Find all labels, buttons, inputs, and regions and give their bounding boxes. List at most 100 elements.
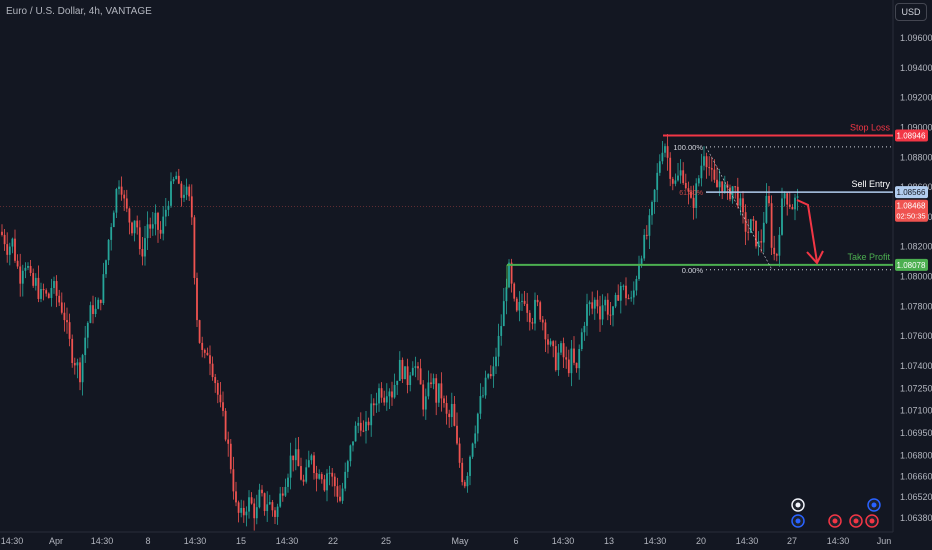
candle-body [222, 402, 224, 411]
candle-body [489, 374, 492, 377]
candle-body [253, 503, 256, 519]
candle-body [328, 472, 331, 474]
candle-body [573, 348, 575, 363]
candle-body [635, 279, 638, 291]
candle-body [214, 377, 217, 384]
candle-body [336, 486, 339, 497]
candle-body [404, 366, 406, 380]
candle-body [528, 312, 531, 323]
candle-body [320, 474, 323, 480]
candle-body [89, 305, 92, 323]
candle-body [245, 511, 248, 516]
candle-body [1, 231, 3, 235]
candle-body [671, 178, 674, 184]
candle-body [40, 289, 42, 299]
candle-body [63, 312, 66, 321]
candle-body [310, 455, 313, 461]
candle-body [786, 193, 789, 205]
candle-body [479, 396, 482, 414]
stop-loss-price: 1.08946 [897, 131, 926, 140]
candle-countdown: 02:50:35 [896, 212, 925, 221]
candle-body [570, 348, 573, 374]
candle-body [794, 197, 796, 210]
economic-event-icon-dot [795, 502, 801, 508]
x-tick-label: 14:30 [184, 536, 207, 546]
sell-entry-price-tag [895, 186, 928, 199]
candle-body [240, 507, 243, 513]
candle-body [630, 297, 633, 299]
candle-body [378, 388, 380, 404]
candle-body [190, 196, 193, 218]
candle-body [102, 274, 105, 304]
candle-body [372, 403, 375, 406]
x-tick-label: 6 [513, 536, 518, 546]
candle-body [34, 277, 37, 286]
candle-body [326, 473, 328, 491]
candle-body [510, 262, 513, 284]
candle-body [250, 497, 253, 504]
candle-body [37, 277, 40, 299]
candle-body [201, 342, 204, 350]
candle-body [289, 455, 292, 478]
economic-event-icon-dot [869, 518, 875, 524]
candle-body [68, 322, 71, 339]
candle-body [716, 179, 718, 188]
candle-body [84, 337, 87, 356]
candle-body [3, 234, 6, 245]
candle-body [788, 204, 791, 207]
candle-body [149, 224, 152, 229]
candle-body [505, 287, 508, 302]
currency-button[interactable]: USD [895, 3, 927, 21]
candle-body [380, 388, 383, 398]
candle-body [627, 298, 630, 300]
candle-body [120, 186, 123, 195]
candle-body [193, 217, 196, 278]
candle-body [609, 314, 612, 316]
candle-body [388, 391, 391, 397]
economic-event-icon-dot [853, 518, 859, 524]
candle-body [742, 198, 744, 213]
candle-body [318, 474, 321, 479]
candle-body [549, 341, 552, 345]
candle-body [302, 479, 305, 482]
candle-body [284, 486, 287, 496]
x-tick-label: 14:30 [644, 536, 667, 546]
candle-body [554, 346, 557, 371]
candle-body [515, 298, 518, 311]
candle-body [684, 182, 687, 189]
candle-body [138, 227, 141, 250]
candle-body [437, 383, 440, 403]
candle-body [180, 183, 183, 198]
candle-body [682, 170, 685, 183]
x-tick-label: 22 [328, 536, 338, 546]
candle-body [27, 265, 29, 268]
candle-body [229, 443, 232, 470]
candle-body [362, 430, 365, 432]
candle-body [401, 359, 404, 380]
candle-body [346, 461, 349, 472]
y-tick-label: 1.09600 [900, 33, 932, 43]
candle-body [604, 299, 607, 306]
candle-body [185, 186, 188, 195]
candle-body [58, 295, 61, 303]
y-tick-label: 1.06520 [900, 492, 932, 502]
candle-body [578, 349, 581, 369]
candle-body [692, 197, 695, 208]
candle-body [32, 272, 35, 286]
candle-body [791, 206, 794, 210]
candle-body [492, 366, 495, 377]
candle-body [653, 189, 656, 202]
candle-body [66, 320, 68, 323]
candle-body [435, 378, 438, 403]
y-tick-label: 1.07600 [900, 331, 932, 341]
stop-loss-price-tag [895, 129, 928, 142]
candle-body [196, 277, 198, 321]
economic-event-icon-dot [871, 502, 877, 508]
candle-body [367, 421, 370, 426]
candle-body [599, 306, 601, 320]
candle-body [42, 289, 45, 291]
take-profit-price: 1.08078 [897, 261, 926, 270]
candle-body [237, 502, 240, 513]
candle-body [461, 462, 464, 483]
